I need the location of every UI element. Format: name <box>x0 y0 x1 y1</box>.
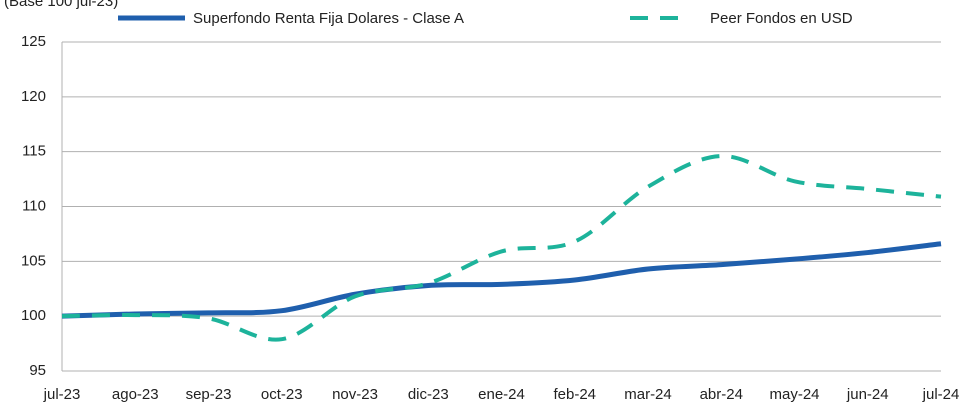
x-tick-label: ago-23 <box>112 386 159 403</box>
x-tick-label: abr-24 <box>700 386 743 403</box>
legend-label: Superfondo Renta Fija Dolares - Clase A <box>193 10 464 27</box>
legend-label: Peer Fondos en USD <box>710 10 853 27</box>
x-tick-label: ene-24 <box>478 386 525 403</box>
y-tick-label: 95 <box>29 362 46 379</box>
y-tick-label: 105 <box>21 252 46 269</box>
series-line <box>61 154 942 342</box>
x-tick-label: oct-23 <box>261 386 303 403</box>
x-tick-label: sep-23 <box>186 386 232 403</box>
y-tick-label: 125 <box>21 33 46 50</box>
chart-subtitle: (Base 100 jul-23) <box>4 0 118 10</box>
x-tick-label: mar-24 <box>624 386 672 403</box>
x-tick-label: jun-24 <box>846 386 889 403</box>
x-tick-label: nov-23 <box>332 386 378 403</box>
y-tick-label: 110 <box>22 197 46 214</box>
x-tick-label: dic-23 <box>408 386 449 403</box>
y-tick-label: 100 <box>21 307 46 324</box>
series-line <box>61 241 942 319</box>
x-tick-label: jul-23 <box>43 386 81 403</box>
x-tick-label: feb-24 <box>553 386 596 403</box>
x-tick-label: jul-24 <box>922 386 960 403</box>
y-tick-label: 115 <box>22 143 46 160</box>
y-tick-label: 120 <box>21 88 46 105</box>
x-tick-label: may-24 <box>769 386 819 403</box>
